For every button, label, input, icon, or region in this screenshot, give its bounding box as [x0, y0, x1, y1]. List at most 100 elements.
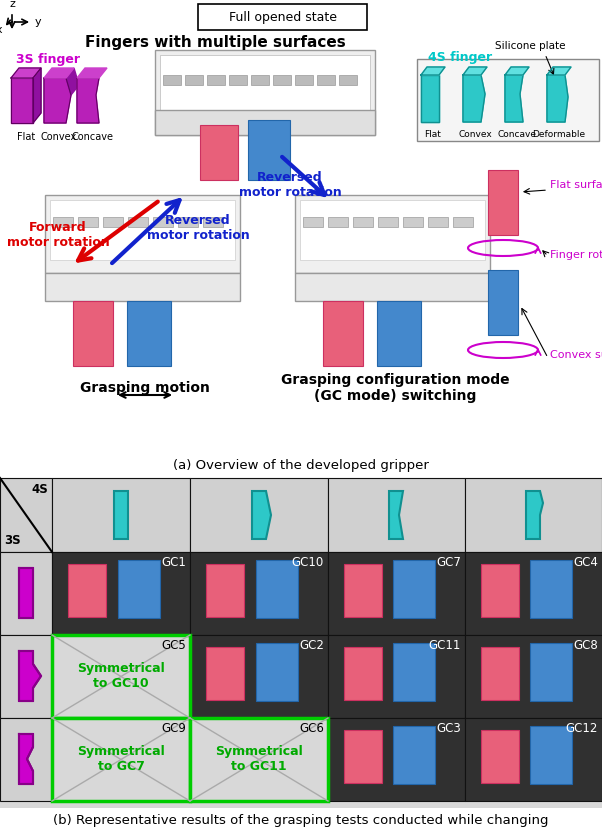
Text: Concave: Concave — [497, 130, 536, 139]
Text: Symmetrical
to GC10: Symmetrical to GC10 — [77, 662, 165, 690]
Text: GC12: GC12 — [566, 722, 598, 735]
Text: Finger rotation: Finger rotation — [550, 250, 602, 260]
Bar — [52, 635, 190, 718]
Polygon shape — [11, 78, 33, 123]
Text: 3S finger: 3S finger — [16, 54, 80, 66]
Text: GC2: GC2 — [299, 639, 324, 652]
Text: Convex: Convex — [41, 132, 77, 142]
Bar — [0, 635, 52, 718]
Text: GC9: GC9 — [161, 722, 186, 735]
Bar — [155, 110, 375, 135]
Bar — [344, 730, 382, 783]
Bar — [50, 200, 235, 260]
Bar — [256, 560, 298, 618]
Polygon shape — [505, 75, 523, 122]
Bar — [377, 301, 421, 366]
Polygon shape — [421, 67, 445, 75]
Bar — [178, 217, 198, 227]
Bar — [190, 718, 328, 801]
Text: GC8: GC8 — [573, 639, 598, 652]
Bar — [481, 730, 519, 783]
Bar — [403, 217, 423, 227]
Bar — [295, 195, 490, 273]
FancyBboxPatch shape — [417, 59, 599, 141]
Bar — [453, 217, 473, 227]
Text: GC5: GC5 — [161, 639, 186, 652]
Text: Symmetrical
to GC11: Symmetrical to GC11 — [215, 745, 303, 773]
Bar — [339, 75, 357, 85]
Polygon shape — [547, 67, 571, 75]
Polygon shape — [463, 75, 485, 122]
Text: GC4: GC4 — [573, 556, 598, 569]
Text: Reversed
motor rotation: Reversed motor rotation — [238, 171, 341, 199]
Bar — [273, 75, 291, 85]
Polygon shape — [66, 68, 79, 95]
Bar — [190, 718, 328, 801]
Polygon shape — [421, 75, 439, 122]
Bar — [68, 564, 106, 617]
Bar — [328, 552, 465, 635]
Bar — [530, 726, 572, 784]
Text: Deformable: Deformable — [532, 130, 586, 139]
Bar — [207, 75, 225, 85]
Bar — [248, 120, 290, 180]
Bar — [481, 647, 519, 700]
Text: Full opened state: Full opened state — [229, 12, 337, 24]
Bar — [45, 195, 240, 273]
Polygon shape — [77, 68, 107, 78]
Bar — [530, 560, 572, 618]
Bar — [185, 75, 203, 85]
Bar — [465, 478, 602, 552]
Bar — [303, 217, 323, 227]
Bar — [103, 217, 123, 227]
Polygon shape — [33, 68, 41, 123]
Text: Forward
motor rotation: Forward motor rotation — [7, 221, 110, 249]
Bar — [73, 301, 113, 366]
Bar — [53, 217, 73, 227]
Bar — [52, 718, 190, 801]
Bar — [0, 718, 52, 801]
Bar — [0, 478, 52, 552]
Bar — [153, 217, 173, 227]
Bar — [323, 301, 363, 366]
Bar — [52, 635, 190, 718]
Bar — [393, 643, 435, 701]
Text: Flat: Flat — [17, 132, 35, 142]
Bar — [78, 217, 98, 227]
Bar — [428, 217, 448, 227]
Bar — [353, 217, 373, 227]
Bar — [393, 560, 435, 618]
Bar — [251, 75, 269, 85]
Polygon shape — [463, 67, 487, 75]
Bar — [256, 643, 298, 701]
Bar — [190, 635, 328, 718]
Polygon shape — [252, 491, 271, 539]
Polygon shape — [19, 734, 33, 784]
Text: GC11: GC11 — [429, 639, 461, 652]
Bar — [317, 75, 335, 85]
Bar — [488, 170, 518, 235]
Bar — [127, 301, 171, 366]
Text: 4S: 4S — [31, 483, 48, 496]
Text: Fingers with multiple surfaces: Fingers with multiple surfaces — [85, 34, 346, 49]
Text: Convex: Convex — [458, 130, 492, 139]
Bar — [155, 50, 375, 135]
Bar — [300, 200, 485, 260]
Bar — [52, 478, 190, 552]
Polygon shape — [11, 68, 41, 78]
Bar — [52, 552, 190, 635]
Bar — [0, 552, 52, 635]
Bar — [393, 726, 435, 784]
Text: GC6: GC6 — [299, 722, 324, 735]
Bar — [128, 217, 148, 227]
Bar — [295, 273, 490, 301]
Text: Silicone plate: Silicone plate — [495, 41, 565, 51]
Bar — [206, 564, 244, 617]
Polygon shape — [526, 491, 543, 539]
Bar — [160, 55, 370, 125]
Text: 4S finger: 4S finger — [428, 50, 492, 64]
Bar — [118, 560, 160, 618]
Bar — [0, 0, 602, 480]
Bar — [488, 270, 518, 335]
Bar — [378, 217, 398, 227]
